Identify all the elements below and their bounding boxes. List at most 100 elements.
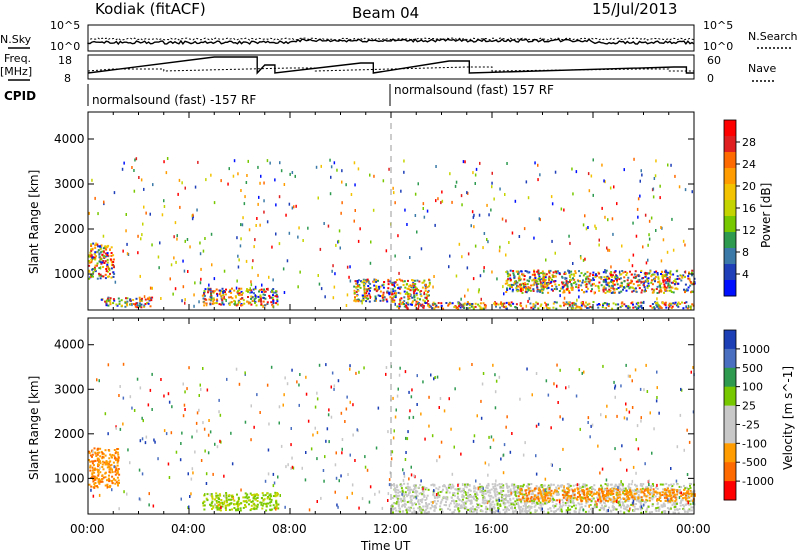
echo-cell — [585, 227, 588, 231]
echo-cell — [577, 286, 580, 289]
echo-cell — [248, 301, 250, 305]
echo-cell — [411, 511, 414, 514]
echo-cell — [464, 491, 467, 494]
echo-cell — [570, 284, 573, 287]
echo-cell — [435, 304, 438, 307]
echo-cell — [646, 489, 649, 492]
echo-cell — [472, 307, 475, 310]
echo-cell — [549, 490, 552, 493]
echo-cell — [386, 300, 389, 303]
echo-cell — [465, 497, 468, 500]
echo-cell — [361, 299, 364, 302]
echo-cell — [473, 485, 476, 488]
echo-cell — [354, 183, 356, 187]
echo-cell — [452, 500, 455, 503]
echo-cell — [685, 305, 687, 309]
echo-cell — [629, 282, 632, 285]
echo-cell — [503, 302, 506, 305]
echo-cell — [98, 493, 101, 497]
echo-cell — [369, 287, 372, 289]
echo-cell — [567, 269, 570, 272]
echo-cell — [416, 230, 418, 234]
echo-cell — [647, 491, 649, 494]
echo-cell — [154, 440, 156, 444]
echo-cell — [542, 510, 545, 513]
echo-cell — [467, 494, 470, 497]
echo-cell — [211, 263, 213, 267]
echo-cell — [488, 463, 490, 467]
echo-cell — [238, 299, 240, 302]
echo-cell — [419, 298, 421, 301]
power-colorbar-segment — [724, 184, 736, 201]
echo-cell — [136, 304, 139, 307]
echo-cell — [491, 185, 493, 189]
echo-cell — [688, 440, 691, 444]
echo-cell — [339, 246, 341, 250]
echo-cell — [620, 480, 622, 484]
echo-cell — [397, 287, 400, 290]
echo-cell — [600, 277, 603, 280]
echo-cell — [91, 473, 94, 475]
echo-cell — [252, 496, 255, 499]
echo-cell — [671, 217, 673, 221]
echo-cell — [514, 282, 517, 285]
echo-cell — [262, 300, 265, 303]
echo-cell — [272, 300, 275, 303]
echo-cell — [611, 486, 614, 489]
echo-cell — [578, 492, 581, 495]
echo-cell — [192, 471, 194, 475]
echo-cell — [454, 387, 456, 391]
echo-cell — [668, 272, 671, 275]
nsky-panel: N.Sky 10^5 10^0 10^5 10^0 N.Search — [0, 19, 798, 53]
echo-cell — [103, 245, 106, 248]
echo-cell — [582, 303, 585, 306]
echo-cell — [275, 232, 277, 236]
echo-cell — [498, 498, 500, 502]
echo-cell — [580, 284, 583, 287]
echo-cell — [434, 305, 437, 308]
echo-cell — [511, 492, 513, 495]
echo-cell — [489, 445, 492, 449]
echo-cell — [662, 280, 665, 283]
echo-cell — [640, 511, 643, 514]
echo-cell — [109, 301, 112, 304]
echo-cell — [533, 490, 536, 492]
echo-cell — [397, 500, 400, 502]
echo-cell — [619, 277, 622, 280]
echo-cell — [106, 254, 109, 256]
echo-cell — [113, 299, 116, 302]
echo-cell — [681, 499, 684, 502]
echo-cell — [609, 488, 612, 491]
echo-cell — [633, 503, 636, 506]
echo-cell — [458, 510, 461, 513]
echo-cell — [534, 509, 536, 512]
echo-cell — [425, 487, 428, 489]
echo-cell — [622, 504, 625, 507]
echo-cell — [562, 489, 565, 492]
echo-cell — [675, 498, 678, 501]
echo-cell — [426, 507, 429, 510]
echo-cell — [362, 298, 365, 300]
echo-cell — [628, 306, 631, 309]
echo-cell — [568, 234, 570, 238]
echo-cell — [537, 489, 540, 492]
echo-cell — [137, 234, 139, 238]
echo-cell — [569, 280, 571, 283]
echo-cell — [561, 499, 564, 501]
echo-cell — [468, 495, 471, 498]
echo-cell — [673, 506, 676, 509]
echo-cell — [360, 300, 363, 303]
echo-cell — [333, 161, 336, 165]
echo-cell — [514, 510, 516, 513]
echo-cell — [518, 275, 521, 278]
echo-cell — [506, 162, 508, 165]
echo-cell — [442, 485, 444, 488]
echo-cell — [330, 175, 332, 179]
echo-cell — [574, 307, 577, 310]
echo-cell — [617, 287, 620, 289]
echo-cell — [629, 270, 631, 273]
echo-cell — [627, 491, 630, 494]
echo-cell — [652, 484, 655, 487]
echo-cell — [116, 461, 119, 464]
